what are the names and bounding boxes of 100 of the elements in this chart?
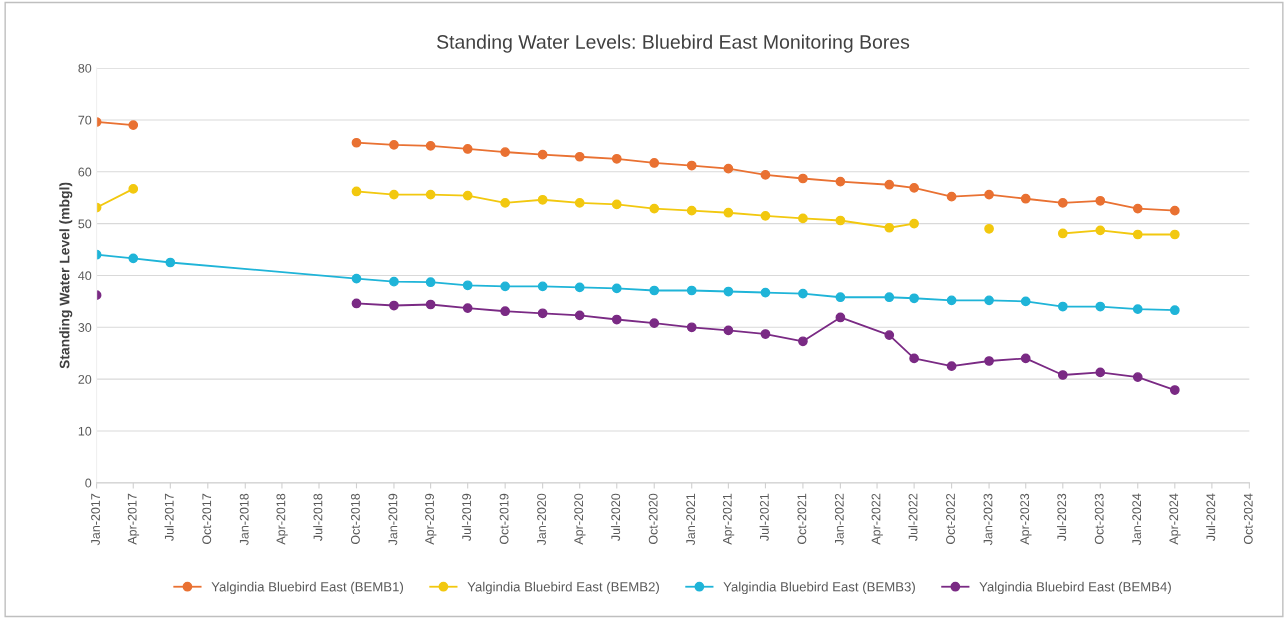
point: [798, 336, 808, 347]
x-tick-label: Oct-2024: [1243, 493, 1253, 545]
point: [611, 199, 622, 210]
point: [1132, 229, 1143, 240]
x-tick-label: Apr-2022: [871, 493, 883, 545]
point: [946, 361, 957, 372]
point: [884, 330, 895, 340]
point: [1020, 353, 1031, 364]
point: [425, 277, 436, 288]
x-tick-label: Jul-2020: [610, 493, 621, 541]
x-tick-label: Apr-2017: [127, 493, 140, 545]
point: [500, 198, 511, 208]
point: [389, 189, 399, 200]
point: [649, 158, 660, 168]
point: [537, 149, 548, 160]
point: [500, 306, 511, 317]
point: [835, 312, 846, 323]
point: [946, 191, 957, 202]
x-tick-label: Jan-2024: [1132, 493, 1142, 546]
point: [537, 194, 548, 205]
y-tick-label: 30: [78, 323, 92, 332]
point: [611, 283, 622, 294]
point: [1057, 198, 1068, 208]
point: [798, 173, 808, 184]
point: [128, 120, 139, 130]
point: [1057, 301, 1068, 312]
point: [574, 282, 585, 293]
point: [500, 147, 511, 157]
x-tick-label: Oct-2017: [202, 493, 212, 545]
point: [1057, 370, 1068, 380]
point: [1095, 367, 1106, 378]
point: [1095, 195, 1106, 206]
point: [425, 299, 436, 310]
point: [760, 170, 771, 180]
x-tick-label: Apr-2020: [574, 493, 586, 545]
point: [128, 184, 139, 194]
x-tick-label: Apr-2024: [1169, 493, 1181, 545]
y-tick-label: 20: [78, 374, 92, 384]
chart-title: Standing Water Levels: Bluebird East Monitoring Bores: [437, 34, 910, 53]
point: [351, 298, 362, 309]
point: [1095, 301, 1106, 312]
legend-label: Yalgindia Bluebird East (BEMB3): [723, 581, 915, 595]
point: [574, 198, 585, 208]
y-axis-title: Standing Water Level (mbgl): [59, 182, 73, 369]
point: [798, 213, 808, 224]
point: [984, 189, 994, 200]
point: [909, 182, 919, 193]
x-tick-label: Oct-2020: [648, 493, 658, 545]
point: [835, 176, 846, 187]
point: [649, 318, 660, 329]
point: [1169, 229, 1180, 240]
point: [1132, 304, 1143, 315]
point: [686, 322, 697, 333]
x-tick-label: Jan-2022: [834, 493, 844, 546]
point: [723, 286, 734, 297]
point: [723, 207, 734, 218]
point: [351, 186, 362, 197]
point: [984, 223, 994, 234]
point: [389, 139, 399, 150]
point: [462, 144, 473, 154]
point: [760, 210, 771, 221]
legend-label: Yalgindia Bluebird East (BEMB2): [467, 581, 659, 595]
point: [884, 179, 895, 190]
x-tick-label: Jul-2019: [461, 493, 472, 541]
point: [1169, 205, 1180, 216]
point: [574, 310, 585, 321]
point: [462, 280, 473, 291]
x-tick-label: Jul-2017: [164, 493, 174, 541]
point: [835, 292, 846, 303]
x-tick-label: Apr-2018: [276, 493, 288, 545]
point: [686, 285, 697, 296]
x-tick-label: Jul-2023: [1056, 493, 1067, 541]
point: [649, 285, 660, 296]
point: [884, 292, 895, 303]
point: [351, 137, 362, 148]
point: [1169, 305, 1180, 316]
point: [760, 287, 771, 298]
point: [884, 222, 895, 233]
point: [537, 308, 548, 319]
point: [574, 151, 585, 162]
point: [984, 295, 994, 306]
x-tick-label: Jul-2022: [908, 493, 918, 541]
x-tick-label: Oct-2018: [350, 493, 360, 545]
point: [1169, 385, 1180, 395]
point: [723, 163, 734, 174]
point: [798, 288, 808, 299]
point: [909, 353, 919, 364]
point: [351, 273, 362, 284]
x-tick-label: Jul-2024: [1206, 493, 1216, 541]
x-tick-label: Oct-2023: [1094, 493, 1104, 545]
point: [1057, 228, 1068, 239]
point: [462, 303, 473, 313]
x-tick-label: Jan-2019: [388, 493, 398, 546]
point: [537, 281, 548, 292]
point: [611, 314, 622, 325]
point: [165, 257, 176, 268]
y-tick-label: 50: [78, 219, 92, 229]
point: [1132, 372, 1143, 382]
x-tick-label: Jul-2021: [759, 493, 769, 541]
x-tick-label: Oct-2019: [499, 493, 509, 545]
